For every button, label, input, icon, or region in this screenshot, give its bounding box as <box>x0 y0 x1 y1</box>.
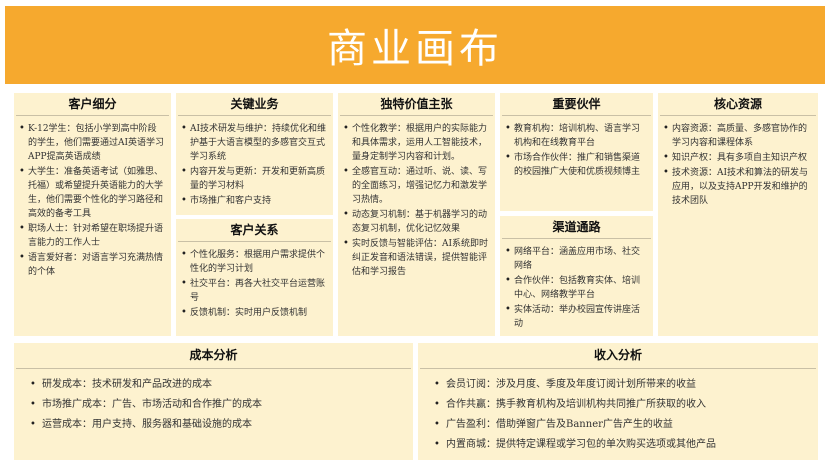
list-item: 全感官互动：通过听、说、读、写的全面练习，增强记忆力和激发学习热情。 <box>343 165 489 207</box>
key-activities-card: 关键业务 AI技术研发与维护：持续优化和维护基于大语言模型的多感官交互式学习系统… <box>176 93 333 215</box>
list-item: 技术资源：AI技术和算法的研发与应用，以及支持APP开发和维护的技术团队 <box>663 166 812 208</box>
title-banner: 商业画布 <box>5 6 825 84</box>
list-item: 市场推广和客户支持 <box>181 194 327 208</box>
customer-relationships-list: 个性化服务：根据用户需求提供个性化的学习计划 社交平台：再各大社交平台运营账号 … <box>176 242 333 320</box>
list-item: 内置商城：提供特定课程或学习包的单次购买选项或其他产品 <box>434 435 808 454</box>
list-item: 市场合作伙伴：推广和销售渠道的校园推广大使和优质视频博主 <box>505 151 647 179</box>
key-partners-list: 教育机构：培训机构、语言学习机构和在线教育平台 市场合作伙伴：推广和销售渠道的校… <box>500 116 653 179</box>
key-resources-heading: 核心资源 <box>660 93 816 116</box>
list-item: 运营成本：用户支持、服务器和基础设施的成本 <box>30 415 403 434</box>
list-item: 职场人士：针对希望在职场提升语言能力的工作人士 <box>19 222 165 250</box>
list-item: 社交平台：再各大社交平台运营账号 <box>181 277 327 305</box>
revenue-streams-heading: 收入分析 <box>420 343 816 369</box>
customer-segments-heading: 客户细分 <box>16 93 169 116</box>
list-item: 会员订阅：涉及月度、季度及年度订阅计划所带来的收益 <box>434 375 808 394</box>
revenue-streams-list: 会员订阅：涉及月度、季度及年度订阅计划所带来的收益 合作共赢：携手教育机构及培训… <box>418 369 818 454</box>
key-activities-heading: 关键业务 <box>178 93 331 116</box>
list-item: 个性化服务：根据用户需求提供个性化的学习计划 <box>181 248 327 276</box>
list-item: 知识产权：具有多项自主知识产权 <box>663 151 812 165</box>
cost-structure-card: 成本分析 研发成本：技术研发和产品改进的成本 市场推广成本：广告、市场活动和合作… <box>14 343 413 460</box>
key-activities-list: AI技术研发与维护：持续优化和维护基于大语言模型的多感官交互式学习系统 内容开发… <box>176 116 333 208</box>
customer-segments-card: 客户细分 K-12学生：包括小学到高中阶段的学生，他们需要通过AI英语学习APP… <box>14 93 171 336</box>
cost-structure-list: 研发成本：技术研发和产品改进的成本 市场推广成本：广告、市场活动和合作推广的成本… <box>14 369 413 434</box>
value-propositions-card: 独特价值主张 个性化教学：根据用户的实际能力和具体需求，运用人工智能技术，量身定… <box>338 93 495 336</box>
cost-structure-heading: 成本分析 <box>16 343 411 369</box>
key-resources-list: 内容资源：高质量、多感官协作的学习内容和课程体系 知识产权：具有多项自主知识产权… <box>658 116 818 208</box>
list-item: 实体活动：举办校园宣传讲座活动 <box>505 303 647 331</box>
list-item: 研发成本：技术研发和产品改进的成本 <box>30 375 403 394</box>
customer-segments-list: K-12学生：包括小学到高中阶段的学生，他们需要通过AI英语学习APP提高英语成… <box>14 116 171 279</box>
list-item: 内容开发与更新：开发和更新高质量的学习材料 <box>181 165 327 193</box>
list-item: 广告盈利：借助弹窗广告及Banner广告产生的收益 <box>434 415 808 434</box>
list-item: 动态复习机制：基于机器学习的动态复习机制，优化记忆效果 <box>343 208 489 236</box>
channels-card: 渠道通路 网络平台：涵盖应用市场、社交网络 合作伙伴：包括教育实体、培训中心、网… <box>500 216 653 336</box>
list-item: 内容资源：高质量、多感官协作的学习内容和课程体系 <box>663 122 812 150</box>
value-propositions-list: 个性化教学：根据用户的实际能力和具体需求，运用人工智能技术，量身定制学习内容和计… <box>338 116 495 279</box>
customer-relationships-heading: 客户关系 <box>178 219 331 242</box>
key-partners-card: 重要伙伴 教育机构：培训机构、语言学习机构和在线教育平台 市场合作伙伴：推广和销… <box>500 93 653 211</box>
list-item: 教育机构：培训机构、语言学习机构和在线教育平台 <box>505 122 647 150</box>
key-resources-card: 核心资源 内容资源：高质量、多感官协作的学习内容和课程体系 知识产权：具有多项自… <box>658 93 818 336</box>
list-item: 个性化教学：根据用户的实际能力和具体需求，运用人工智能技术，量身定制学习内容和计… <box>343 122 489 164</box>
list-item: 市场推广成本：广告、市场活动和合作推广的成本 <box>30 395 403 414</box>
list-item: AI技术研发与维护：持续优化和维护基于大语言模型的多感官交互式学习系统 <box>181 122 327 164</box>
customer-relationships-card: 客户关系 个性化服务：根据用户需求提供个性化的学习计划 社交平台：再各大社交平台… <box>176 219 333 336</box>
revenue-streams-card: 收入分析 会员订阅：涉及月度、季度及年度订阅计划所带来的收益 合作共赢：携手教育… <box>418 343 818 460</box>
list-item: 合作伙伴：包括教育实体、培训中心、网络教学平台 <box>505 274 647 302</box>
list-item: 网络平台：涵盖应用市场、社交网络 <box>505 245 647 273</box>
value-propositions-heading: 独特价值主张 <box>340 93 493 116</box>
channels-heading: 渠道通路 <box>502 216 651 239</box>
key-partners-heading: 重要伙伴 <box>502 93 651 116</box>
list-item: 语言爱好者：对语言学习充满热情的个体 <box>19 251 165 279</box>
page-title: 商业画布 <box>327 26 503 72</box>
list-item: 合作共赢：携手教育机构及培训机构共同推广所获取的收入 <box>434 395 808 414</box>
channels-list: 网络平台：涵盖应用市场、社交网络 合作伙伴：包括教育实体、培训中心、网络教学平台… <box>500 239 653 331</box>
list-item: 大学生：准备英语考试（如雅思、托福）或希望提升英语能力的大学生，他们需要个性化的… <box>19 165 165 221</box>
list-item: 实时反馈与智能评估：AI系统即时纠正发音和语法错误，提供智能评估和学习报告 <box>343 237 489 279</box>
list-item: K-12学生：包括小学到高中阶段的学生，他们需要通过AI英语学习APP提高英语成… <box>19 122 165 164</box>
list-item: 反馈机制：实时用户反馈机制 <box>181 306 327 320</box>
